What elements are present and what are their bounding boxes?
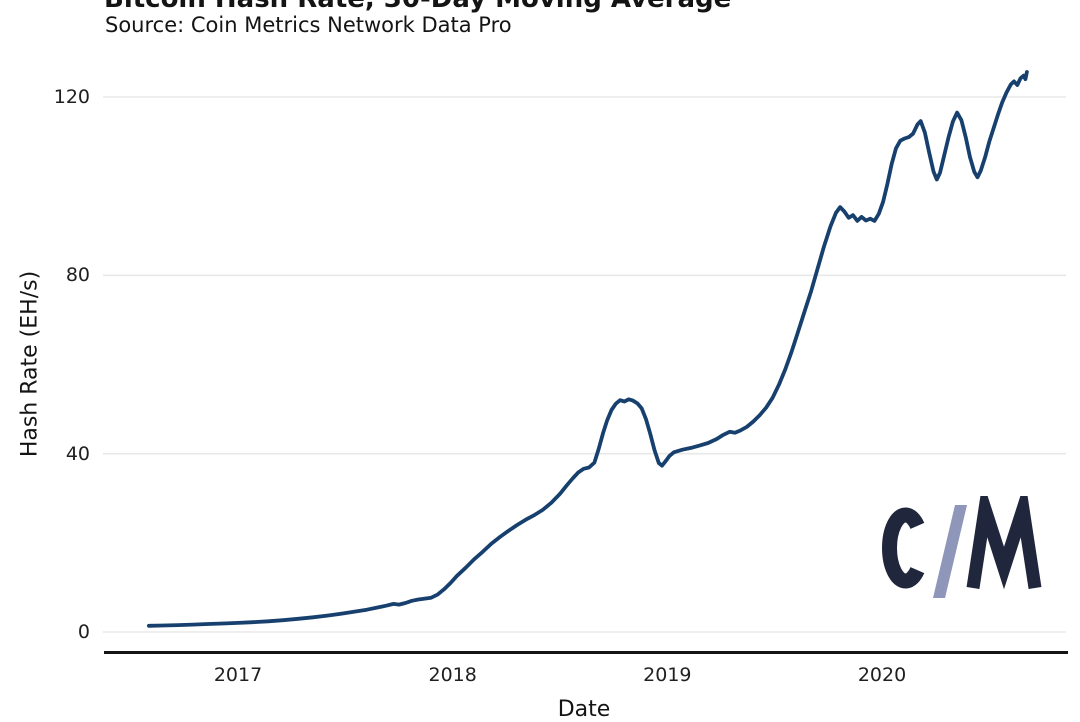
x-tick-label-2017: 2017 xyxy=(213,664,263,686)
x-tick-label-2020: 2020 xyxy=(857,664,907,686)
hash-rate-line xyxy=(147,70,1029,628)
chart-subtitle: Source: Coin Metrics Network Data Pro xyxy=(105,13,512,37)
logo-letter-m-icon xyxy=(966,496,1042,590)
x-tick-label-2018: 2018 xyxy=(428,664,477,686)
y-tick-label-0: 0 xyxy=(77,621,90,643)
coin-metrics-logo xyxy=(882,496,1042,598)
x-tick-label-2019: 2019 xyxy=(643,664,692,686)
gridlines xyxy=(103,96,1066,633)
logo-letter-c-icon xyxy=(882,507,925,589)
y-tick-label-120: 120 xyxy=(53,86,90,108)
logo-slash-icon xyxy=(933,505,967,598)
y-tick-label-40: 40 xyxy=(65,442,90,465)
chart-title: Bitcoin Hash Rate, 30-Day Moving Average xyxy=(104,0,731,14)
y-tick-label-80: 80 xyxy=(65,264,90,287)
